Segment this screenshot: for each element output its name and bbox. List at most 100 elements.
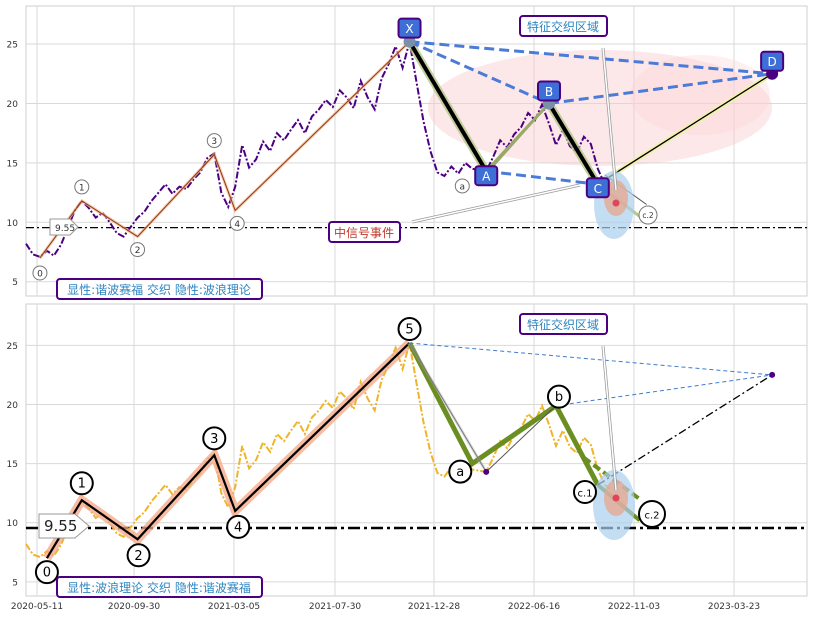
bottom-y-tick-label: 10 [7,519,19,529]
top-panel-label: 显性:谐波赛福 交织 隐性:波浪理论 [67,282,251,297]
top-harmonic-leg-cd [597,73,773,185]
x-tick-label: 2021-07-30 [309,602,362,612]
x-tick-label: 2020-05-11 [11,602,63,612]
top-harmonic-dash-0 [408,40,550,105]
bottom-wave-label: b [555,390,563,405]
bottom-wave-label: 0 [43,566,51,581]
top-zone-box [519,15,608,37]
top-wave-label-circle [32,265,48,281]
bottom-harmonic-ab [485,405,557,473]
bottom-wave-label: 4 [234,520,242,535]
top-harmonic-dash-2 [548,72,773,105]
top-zone-annotation: 特征交织区域 [527,19,599,34]
top-wave-label: 0 [37,269,43,279]
bottom-wave-label: 1 [78,477,86,492]
bottom-wave-label-circle [126,543,151,568]
bottom-harmonic-xa [409,342,487,473]
bottom-wave-label-circle [638,500,666,528]
top-harmonic-dash-1 [409,40,773,76]
bottom-harmonic-xa-band [408,342,488,473]
top-panel: 5 10 15 20 25 0 1 2 3 4 a c.2 X A B C D 9.55 特征交织区域中信号事件显性… [7,5,808,300]
x-tick-label: 2021-03-05 [208,602,260,612]
bottom-wave-label-circle [397,317,422,342]
bottom-harmonic-bd [555,374,773,407]
bottom-y-tick-label: 20 [7,401,19,411]
top-zone-ellipse [428,50,772,166]
top-harmonic-label: B [545,85,553,99]
bottom-wave-label-circle [448,459,473,484]
top-harmonic-label-box [536,80,561,102]
top-harmonic-label: C [594,182,602,196]
top-wave-label-circle [206,133,222,149]
top-wave-label: 1 [79,183,85,193]
bottom-hline-arrow [38,513,90,539]
top-wave-line [39,41,410,259]
bottom-harmonic-dot-a [483,468,490,475]
bottom-y-tick-label: 25 [7,342,18,352]
x-tick-label: 2020-09-30 [108,602,161,612]
top-wave-label-circle [229,215,245,231]
top-c2-label: c.2 [642,211,654,220]
top-zone-pointer [602,47,617,191]
bottom-zone-annotation: 特征交织区域 [527,317,599,332]
top-harmonic-label-box [585,177,610,199]
x-tick-label: 2022-11-03 [608,602,660,612]
x-tick-label: 2022-06-16 [508,602,561,612]
x-axis-ticks: 2020-05-11 2020-09-30 2021-03-05 2021-07-30… [11,602,760,612]
top-y-tick-label: 15 [7,159,18,169]
top-label-box [56,278,263,300]
top-zone-ellipse-2 [630,55,770,135]
bottom-wave-label: a [456,465,464,480]
top-wave-label: 3 [211,137,217,147]
top-wave-label: a [460,182,466,192]
top-harmonic-label: D [768,55,777,69]
bottom-panel: 5 10 15 20 25 0 1 2 3 4 5 a b c.1 c.2 9.55 特征交织区域显性:波浪理论… [7,303,808,598]
top-harmonic-dash-3 [486,169,598,186]
top-harmonic-label-box [397,17,422,39]
bottom-wave-label-circle [202,426,227,451]
top-y-tick-label: 10 [7,219,19,229]
top-c2-circle [638,205,658,225]
bottom-wave-label: c.2 [644,511,659,522]
bottom-wave-label: c.1 [577,489,592,500]
top-harmonic-label: X [405,22,413,36]
top-signal-box [328,221,401,243]
bottom-corrective-line [407,341,601,487]
bottom-label-box [56,576,263,598]
bottom-wave-label-circle [546,384,571,409]
top-y-tick-label: 20 [7,100,19,110]
bottom-harmonic-xd [409,342,773,376]
top-zone-ellipse-inner [604,180,628,216]
top-wave-label: 2 [135,246,141,256]
top-signal-annotation: 中信号事件 [334,225,394,240]
top-wave-label-circle [454,178,470,194]
top-harmonic-label-box [474,165,499,187]
top-wave-label-circle [74,179,90,195]
top-hline-label: 9.55 [55,224,75,234]
top-wave-label-circle [130,242,146,258]
bottom-wave-label: 5 [405,323,413,338]
bottom-harmonic-cd [597,374,773,486]
bottom-wave-label: 2 [134,549,142,564]
bottom-price-series [25,342,613,559]
bottom-harmonic-dot-d [769,371,776,378]
bottom-wave-line [45,342,411,559]
bottom-y-tick-label: 15 [7,460,18,470]
bottom-panel-label: 显性:波浪理论 交织 隐性:谐波赛福 [67,580,251,595]
top-price-series [25,41,613,258]
top-wave-label: 4 [234,220,240,230]
bottom-zone-box [519,313,608,335]
bottom-wave-label-circle [226,514,251,539]
top-hline-arrow [49,218,79,236]
top-harmonic-leg-0 [407,40,488,173]
top-harmonic-label: A [482,170,491,184]
bottom-wave-label-circle [34,560,59,585]
top-signal-pointer [411,184,581,223]
bottom-wave-label-circle [69,471,94,496]
top-harmonic-leg-1 [547,102,600,186]
bottom-wave-label: 3 [210,432,218,447]
x-tick-label: 2021-12-28 [408,602,461,612]
top-y-tick-label: 25 [7,41,18,51]
bottom-wave-label-circle [573,480,597,504]
